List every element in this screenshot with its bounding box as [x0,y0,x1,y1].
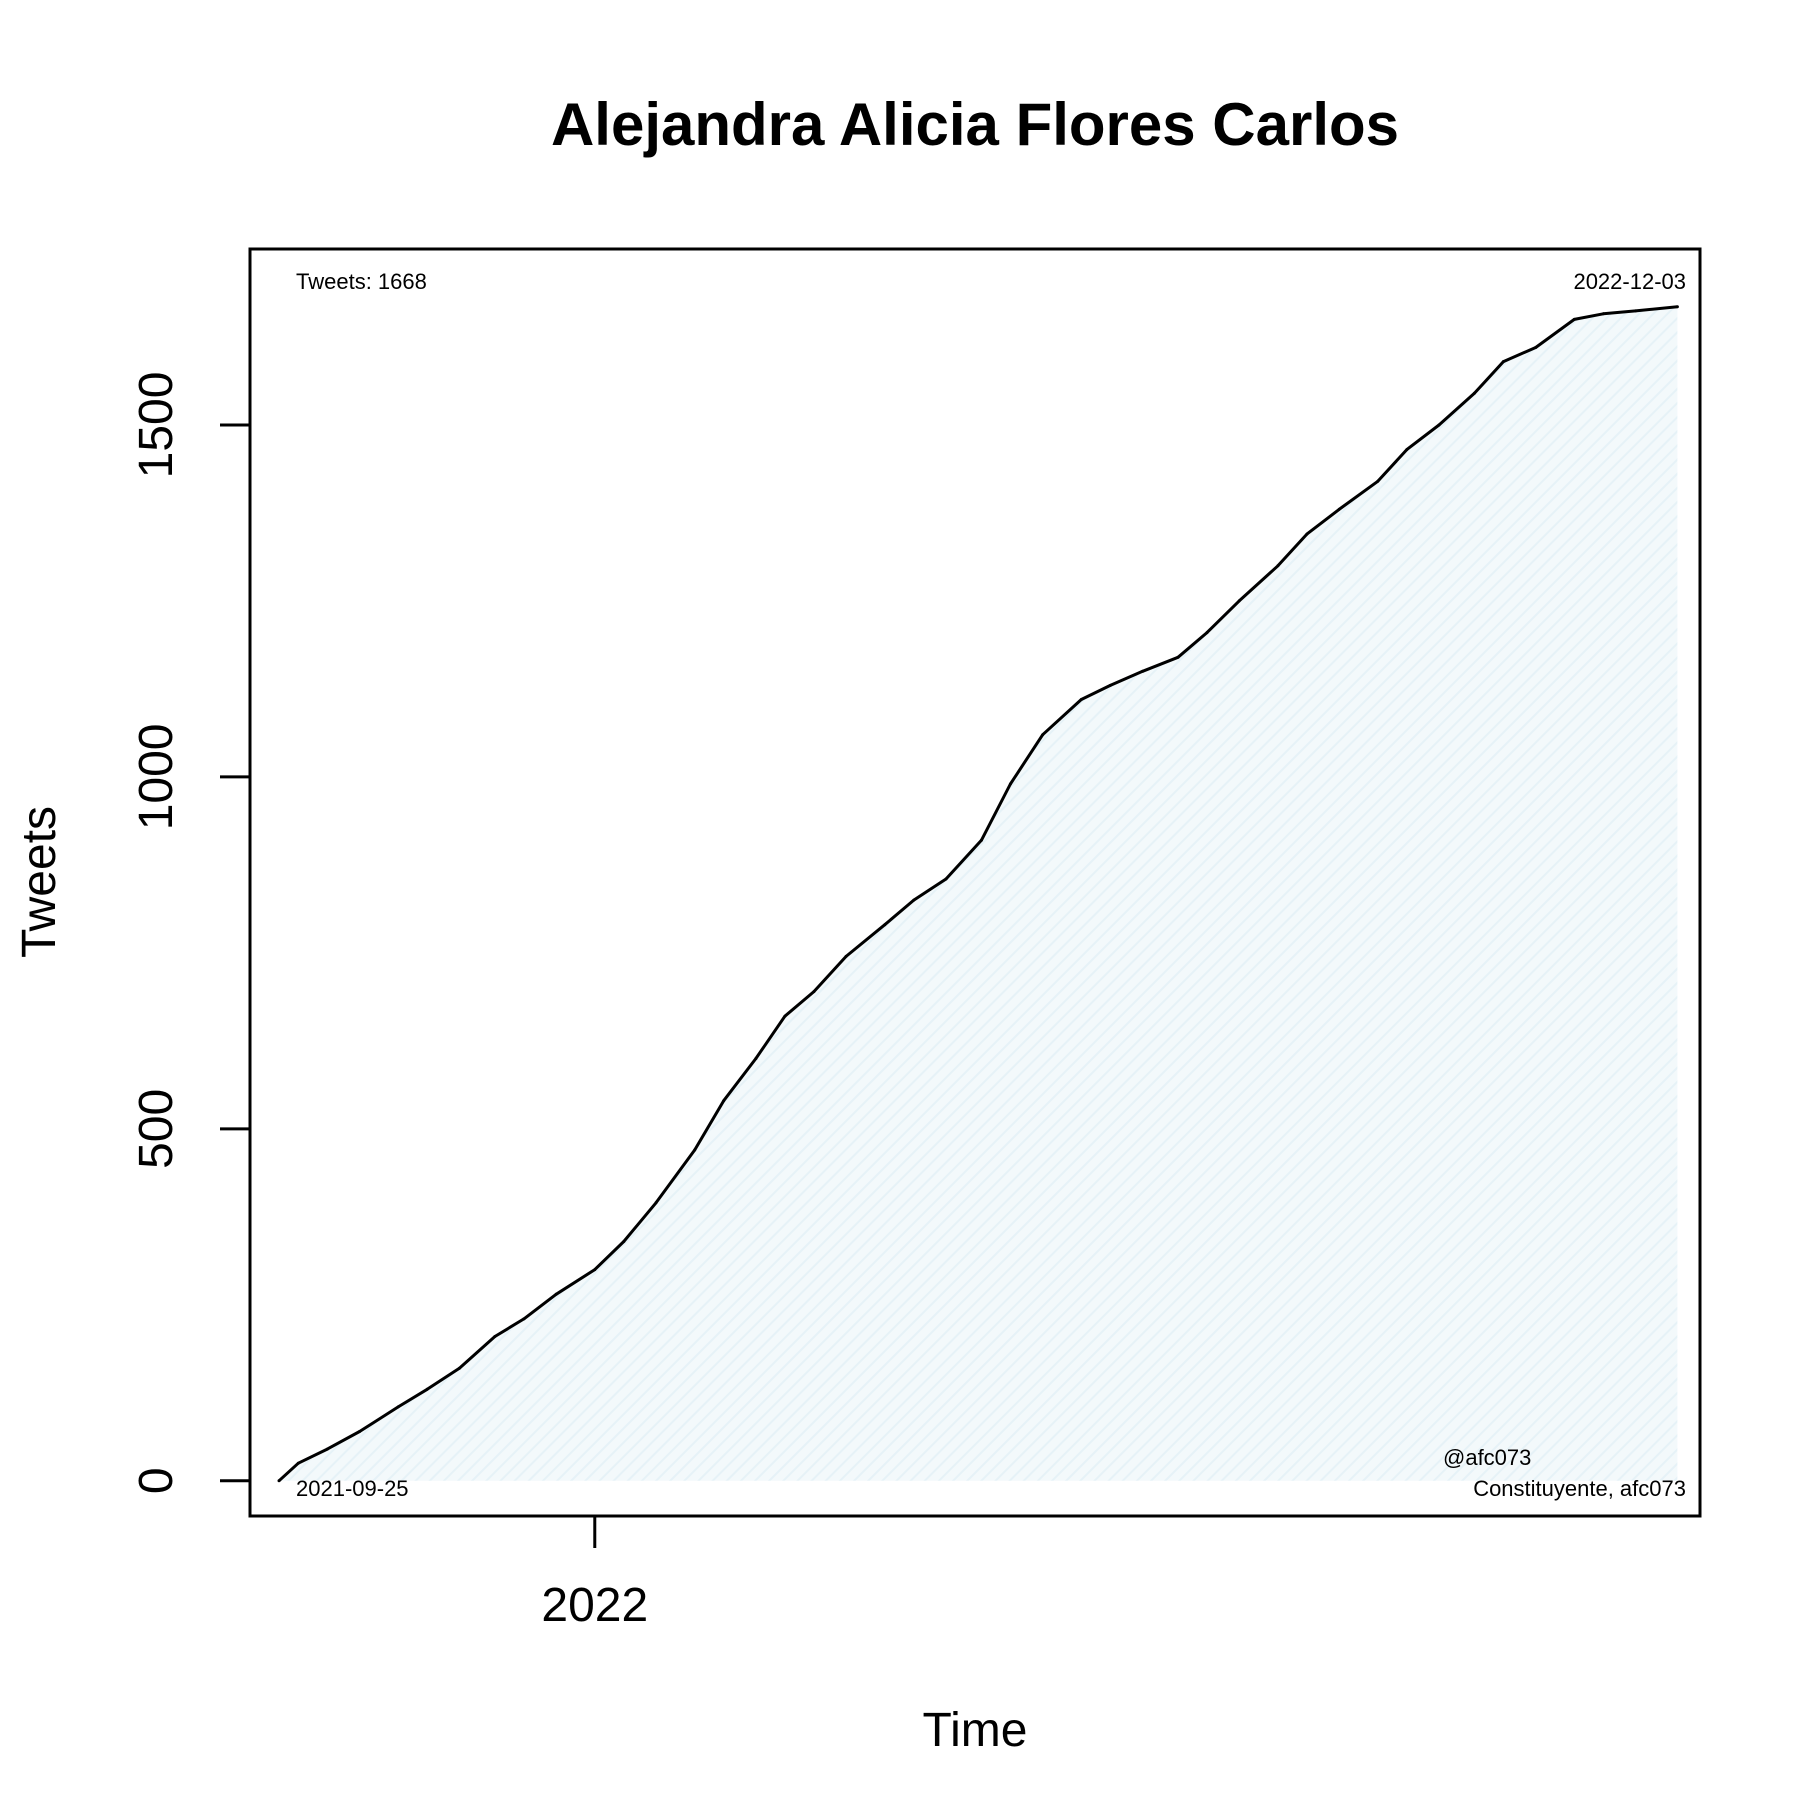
data-point [554,1292,558,1296]
description-annotation: Constituyente, afc073 [1473,1476,1686,1501]
data-point [944,877,948,881]
series-area [279,306,1678,1481]
plot-area [277,305,1679,1483]
data-point [979,838,983,842]
y-tick-label: 500 [130,1089,183,1169]
data-point [1276,564,1280,568]
data-point [812,990,816,994]
data-point [1141,669,1145,673]
data-point [754,1057,758,1060]
x-tick-label: 2022 [541,1579,648,1632]
handle-annotation: @afc073 [1443,1445,1531,1470]
data-point [425,1387,429,1391]
data-point [1008,782,1012,786]
data-point [296,1461,300,1465]
y-axis-label: Tweets [13,806,66,958]
data-point [457,1366,461,1370]
y-tick-label: 1000 [130,724,183,831]
data-point [277,1479,281,1483]
data-point [1041,733,1045,737]
data-point [522,1317,526,1321]
data-point [1501,360,1505,364]
data-point [622,1240,626,1243]
data-point [358,1430,362,1433]
data-point [783,1014,787,1018]
start-date-annotation: 2021-09-25 [296,1476,409,1501]
y-axis: 0 500 1000 1500 [130,372,250,1494]
plot-frame [248,247,1702,1518]
data-point [1337,507,1341,511]
data-point [1675,305,1679,309]
data-point [396,1405,400,1409]
series-line [277,305,1678,1482]
data-point [844,954,848,958]
tweet-count-annotation: Tweets: 1668 [296,269,427,294]
data-point [1437,423,1441,427]
data-point [654,1201,658,1205]
data-point [1305,532,1309,536]
data-point [1176,655,1180,659]
data-point [1634,309,1638,313]
data-point [1405,448,1409,452]
data-point [883,923,887,927]
data-point [1205,631,1209,635]
data-point [593,1268,597,1272]
data-point [1572,317,1576,321]
data-point [722,1099,726,1103]
data-point [493,1335,497,1338]
y-tick-label: 1500 [130,372,183,479]
end-date-annotation: 2022-12-03 [1573,269,1686,294]
x-axis: 2022 [541,1516,648,1632]
x-axis-label: Time [923,1704,1028,1757]
y-tick-label: 0 [130,1467,183,1494]
data-point [693,1148,697,1152]
data-point [1601,312,1605,316]
data-point [1237,599,1241,603]
data-point [325,1447,329,1451]
data-point [1079,698,1083,701]
data-point [1472,391,1476,395]
data-point [912,898,916,902]
chart-title: Alejandra Alicia Flores Carlos [551,91,1399,158]
data-point [1376,479,1380,483]
data-point [1108,683,1112,687]
data-point [1534,346,1538,349]
